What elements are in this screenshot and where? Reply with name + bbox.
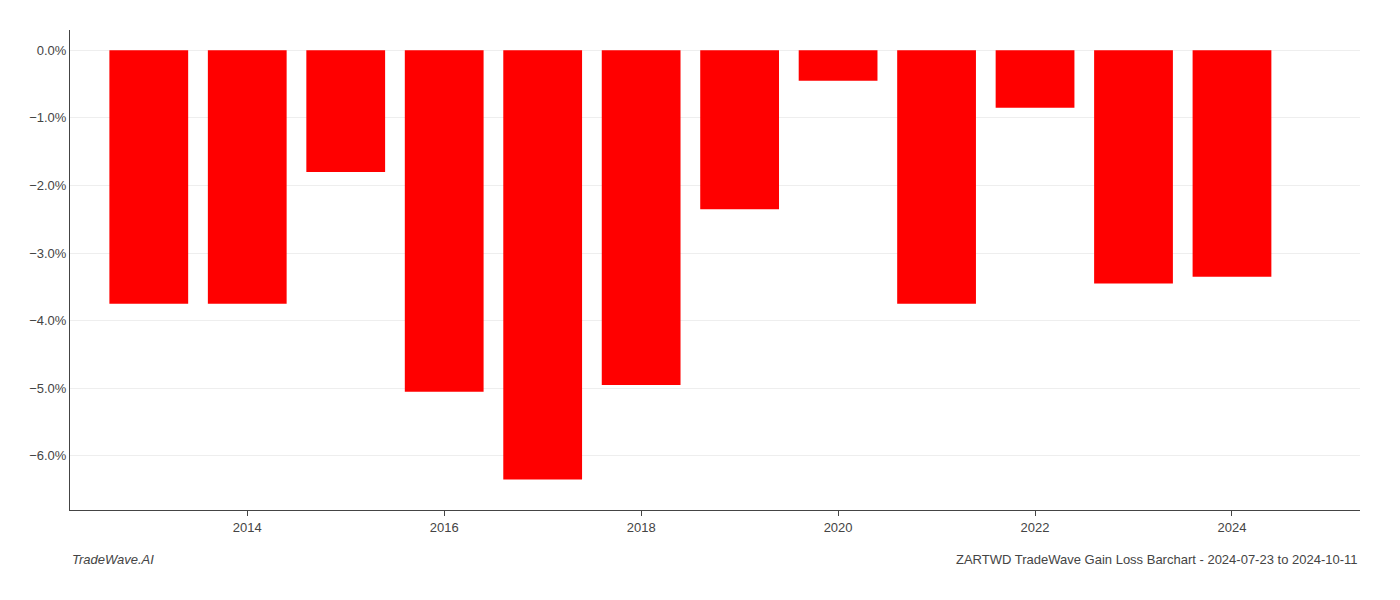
svg-text:TradeWave.AI: TradeWave.AI [72, 552, 154, 567]
svg-text:2014: 2014 [233, 520, 262, 535]
svg-text:2016: 2016 [430, 520, 459, 535]
svg-text:−6.0%: −6.0% [29, 448, 67, 463]
svg-text:−5.0%: −5.0% [29, 381, 67, 396]
svg-text:2022: 2022 [1021, 520, 1050, 535]
svg-text:−2.0%: −2.0% [29, 178, 67, 193]
svg-text:−1.0%: −1.0% [29, 110, 67, 125]
svg-text:2018: 2018 [627, 520, 656, 535]
svg-text:−3.0%: −3.0% [29, 246, 67, 261]
svg-text:2024: 2024 [1218, 520, 1247, 535]
svg-text:0.0%: 0.0% [37, 43, 67, 58]
svg-text:−4.0%: −4.0% [29, 313, 67, 328]
svg-text:2020: 2020 [824, 520, 853, 535]
svg-text:ZARTWD TradeWave Gain Loss Bar: ZARTWD TradeWave Gain Loss Barchart - 20… [956, 552, 1358, 567]
